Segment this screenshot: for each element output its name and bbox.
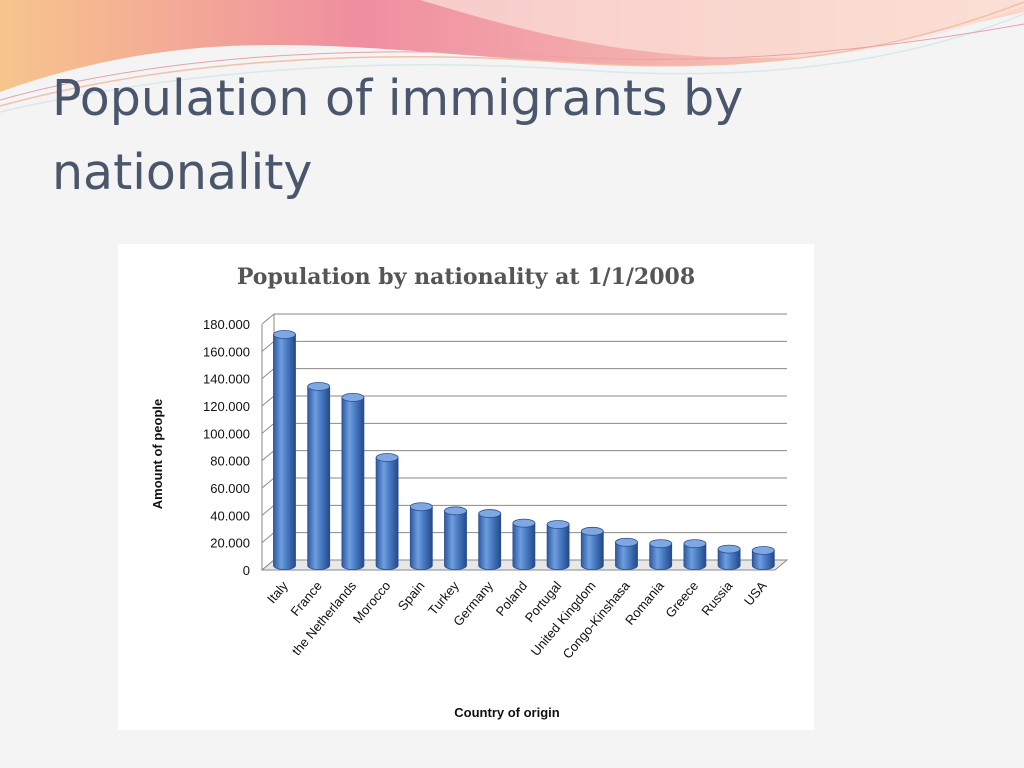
bar	[683, 539, 707, 570]
bar-top	[375, 453, 399, 462]
bar-top	[341, 392, 365, 402]
x-category-label: Greece	[662, 578, 701, 620]
bar-top	[649, 539, 673, 549]
gridline-side	[261, 395, 275, 407]
bar-body	[580, 530, 604, 570]
bar	[375, 453, 399, 570]
gridline-side	[261, 450, 275, 462]
bar	[409, 502, 433, 570]
bar-top	[409, 502, 433, 512]
header-wave-secondary	[420, 0, 1024, 58]
header-line-2	[0, 13, 1024, 113]
bar	[717, 544, 741, 570]
y-tick-labels: 0 20.000 40.000 60.000 80.000 100.000 120.000 1…	[203, 317, 250, 578]
bar-body	[751, 550, 775, 570]
bars	[273, 330, 775, 570]
bar-body	[683, 543, 707, 570]
y-tick-label: 100.000	[203, 426, 250, 441]
y-tick-label: 160.000	[203, 344, 250, 359]
y-tick-label: 180.000	[203, 317, 250, 332]
y-tick-label: 40.000	[210, 508, 250, 523]
bar	[751, 546, 775, 570]
bar	[341, 392, 365, 570]
bar	[273, 330, 296, 570]
chart-title: Population by nationality at 1/1/2008	[237, 264, 695, 290]
y-tick-label: 60.000	[210, 481, 250, 496]
bar-body	[273, 334, 296, 570]
bar	[444, 506, 467, 570]
gridline-side	[261, 504, 275, 516]
bar-body	[409, 506, 433, 570]
y-axis-title: Amount of people	[150, 399, 165, 510]
bar-body	[307, 386, 331, 570]
bar-top	[580, 526, 604, 536]
bar	[512, 518, 536, 570]
bar-body	[649, 543, 673, 570]
bar-top	[683, 539, 707, 549]
bar-chart: Population by nationality at 1/1/2008 0 2…	[150, 264, 789, 720]
bar-top	[751, 546, 775, 555]
bar	[478, 509, 502, 570]
bar	[649, 539, 673, 570]
bar-top	[717, 544, 741, 554]
x-axis-title: Country of origin	[454, 705, 559, 720]
bar-top	[307, 382, 331, 391]
y-tick-label: 140.000	[203, 372, 250, 387]
x-category-label: Italy	[264, 578, 291, 606]
header-line-1	[0, 1, 1024, 107]
gridline-side	[261, 532, 275, 544]
y-tick-label: 120.000	[203, 399, 250, 414]
bar-body	[615, 541, 638, 570]
bar-body	[717, 548, 741, 570]
bar-body	[478, 513, 502, 570]
bar	[615, 537, 638, 570]
x-category-label: Russia	[698, 578, 736, 619]
bar-body	[546, 524, 570, 570]
x-category-label: Morocco	[350, 578, 394, 626]
gridline-side	[261, 422, 275, 434]
bar-top	[444, 506, 467, 516]
y-tick-label: 0	[243, 563, 250, 578]
gridline-side	[261, 313, 275, 325]
bar-body	[375, 457, 399, 570]
gridline-side	[261, 477, 275, 489]
slide-title: Population of immigrants by nationality	[52, 70, 744, 201]
bar	[546, 520, 570, 570]
y-tick-label: 80.000	[210, 454, 250, 469]
bar-top	[273, 330, 296, 339]
x-category-label: Spain	[395, 578, 428, 613]
bar-top	[615, 537, 638, 547]
y-tick-label: 20.000	[210, 536, 250, 551]
gridline-side	[261, 340, 275, 352]
bar-body	[341, 397, 365, 570]
bar-body	[512, 522, 536, 570]
bar	[580, 526, 604, 570]
bar	[307, 382, 331, 570]
header-line-3	[0, 23, 1024, 101]
bar-top	[512, 518, 536, 528]
bar-top	[478, 509, 502, 518]
chart-panel: Population by nationality at 1/1/2008 0 2…	[118, 244, 814, 730]
x-category-label: USA	[741, 578, 770, 608]
bar-top	[546, 520, 570, 529]
gridline-side	[261, 368, 275, 380]
bar-body	[444, 510, 467, 570]
